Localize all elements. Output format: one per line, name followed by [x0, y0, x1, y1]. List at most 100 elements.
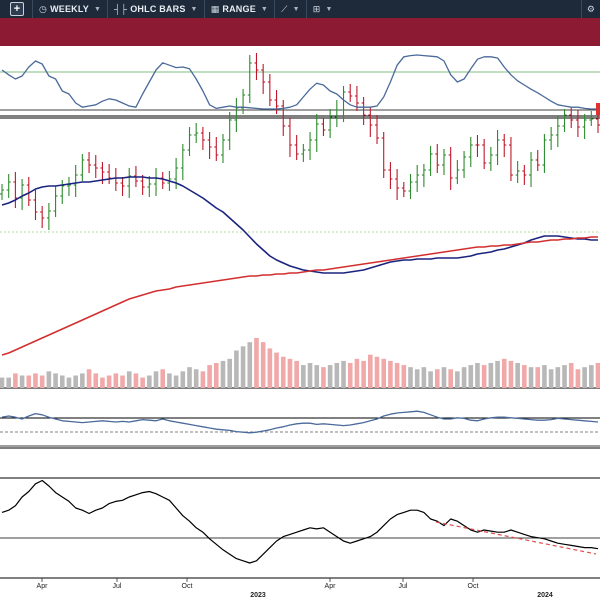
- ohlc-bar: [535, 150, 540, 171]
- ohlc-bar: [388, 162, 393, 189]
- volume-bar: [133, 373, 139, 388]
- volume-bar: [522, 365, 527, 388]
- ohlc-bar: [468, 137, 473, 167]
- volume-bar: [374, 356, 380, 388]
- x-axis-year-label: 2024: [537, 592, 553, 599]
- volume-bar: [19, 375, 25, 388]
- volume-bar: [193, 369, 199, 388]
- volume-bar: [414, 369, 420, 388]
- ohlc-bar: [448, 147, 453, 190]
- volume-bar: [501, 358, 507, 388]
- x-axis-label: Jul: [399, 583, 408, 590]
- last-price-marker: [596, 103, 600, 115]
- volume-bar: [481, 365, 487, 388]
- range-selector[interactable]: ▦ RANGE ▼: [203, 0, 274, 18]
- volume-bar: [260, 342, 266, 388]
- volume-bar: [575, 369, 581, 388]
- ohlc-bar: [401, 182, 406, 197]
- volume-bar: [394, 363, 400, 388]
- volume-bar: [535, 367, 541, 388]
- ohlc-bar: [314, 114, 319, 152]
- volume-bar: [495, 360, 500, 388]
- volume-bar: [294, 360, 299, 388]
- x-axis-label: Apr: [325, 583, 337, 590]
- ohlc-bar: [415, 165, 420, 192]
- chevron-down-icon: ▼: [260, 5, 269, 13]
- ohlc-bar: [522, 165, 527, 185]
- volume-bar: [153, 371, 159, 388]
- ohlc-bar: [549, 127, 554, 150]
- ohlc-bar: [408, 174, 413, 199]
- volume-bar: [354, 358, 360, 388]
- ohlc-bar: [0, 184, 4, 200]
- chart-type-selector[interactable]: ┤├ OHLC BARS ▼: [107, 0, 204, 18]
- ohlc-bar: [368, 107, 373, 137]
- add-icon[interactable]: +: [10, 2, 24, 16]
- settings-icon[interactable]: ⚙: [581, 0, 600, 18]
- volume-bar: [93, 373, 99, 388]
- volume-bar: [334, 363, 340, 388]
- ohlc-bar: [341, 86, 346, 122]
- volume-bar: [160, 369, 166, 388]
- volume-bar: [187, 367, 192, 388]
- volume-bar: [180, 371, 186, 388]
- volume-bar: [589, 365, 594, 388]
- volume-bar: [200, 371, 206, 388]
- ohlc-bar: [40, 206, 45, 228]
- ohlc-bar: [582, 114, 587, 139]
- volume-bar: [227, 358, 232, 388]
- ohlc-bar: [502, 134, 507, 157]
- ohlc-bar: [127, 168, 132, 198]
- ohlc-bar: [140, 175, 145, 195]
- ohlc-bar: [435, 144, 440, 173]
- volume-bar: [220, 360, 226, 388]
- volume-bar: [441, 367, 447, 388]
- ohlc-bar: [160, 172, 165, 189]
- volume-bar: [106, 375, 112, 388]
- volume-bar: [207, 365, 212, 388]
- ohlc-bar: [361, 97, 366, 125]
- layout-selector[interactable]: ⊞ ▼: [305, 0, 339, 18]
- interval-selector[interactable]: ◷ WEEKLY ▼: [32, 0, 107, 18]
- ohlc-bar: [247, 55, 252, 103]
- volume-bar: [0, 377, 5, 388]
- volume-bar: [508, 360, 514, 388]
- ohlc-bar: [562, 109, 567, 132]
- volume-bar: [448, 369, 453, 388]
- x-axis-label: Oct: [468, 583, 479, 590]
- ohlc-bar: [321, 118, 326, 136]
- interval-label: WEEKLY: [50, 4, 89, 14]
- chevron-down-icon: ▼: [325, 5, 333, 13]
- ohlc-bar: [80, 154, 85, 181]
- ohlc-bar: [395, 169, 400, 200]
- ohlc-bar: [589, 111, 594, 126]
- volume-bar: [568, 363, 574, 388]
- moving-average-short-line: [1, 176, 598, 274]
- volume-bar: [582, 367, 587, 388]
- ohlc-bar: [375, 115, 380, 144]
- ohlc-bar: [334, 100, 339, 127]
- grid-icon: ⊞: [312, 3, 321, 14]
- ohlc-bar: [46, 203, 51, 230]
- ohlc-bar: [66, 177, 71, 196]
- volume-bar: [327, 365, 333, 388]
- ohlc-bar: [93, 155, 98, 178]
- ohlc-bar: [154, 168, 159, 196]
- ohlc-bar: [488, 147, 493, 171]
- volume-bar: [321, 367, 326, 388]
- ohlc-bar: [147, 176, 152, 197]
- ohlc-bar: [575, 110, 580, 137]
- volume-bar: [80, 373, 85, 388]
- drawing-tools-selector[interactable]: ⟋ ▼: [274, 0, 306, 18]
- volume-bar: [388, 360, 393, 388]
- volume-bar: [301, 365, 306, 388]
- header-banner: [0, 18, 600, 46]
- volume-bar: [461, 367, 467, 388]
- indicator-middle-line: [1, 410, 599, 434]
- ohlc-bar: [234, 98, 239, 132]
- ohlc-bar: [428, 146, 433, 176]
- ohlc-bar: [220, 134, 225, 163]
- ohlc-bar: [441, 149, 446, 175]
- volume-bar: [528, 367, 534, 388]
